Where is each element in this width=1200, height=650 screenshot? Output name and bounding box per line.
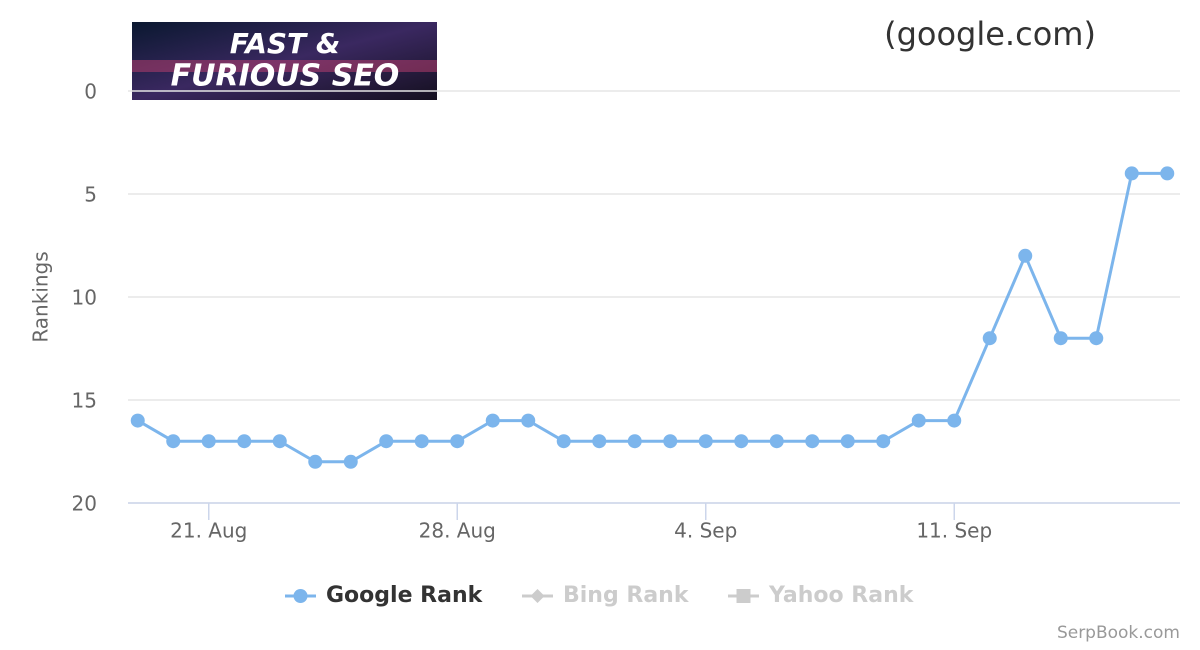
data-point	[130, 413, 145, 428]
data-point	[272, 434, 287, 449]
logo-glow	[132, 60, 437, 72]
logo: FAST & FURIOUS SEO	[132, 22, 437, 100]
subtitle: (google.com)	[884, 15, 1096, 53]
data-point	[166, 434, 181, 449]
data-point	[1053, 331, 1068, 346]
data-point	[698, 434, 713, 449]
data-point	[805, 434, 820, 449]
data-point	[1160, 166, 1175, 181]
series-line	[136, 171, 1168, 464]
legend-symbol	[736, 589, 751, 603]
data-point	[627, 434, 642, 449]
x-tick-label: 4. Sep	[674, 519, 737, 543]
data-point	[734, 434, 749, 449]
legend-symbol	[293, 589, 308, 603]
x-tick-label: 21. Aug	[170, 519, 247, 543]
data-point	[947, 413, 962, 428]
legend-item[interactable]: Yahoo Rank	[728, 583, 915, 608]
legend-symbol	[530, 589, 545, 603]
y-tick-label: 5	[84, 183, 97, 207]
y-tick-label: 10	[72, 286, 97, 310]
y-axis-title: Rankings	[29, 251, 53, 342]
data-point	[1124, 166, 1139, 181]
data-point	[379, 434, 394, 449]
logo-text: FAST &	[230, 27, 341, 60]
data-point	[876, 434, 891, 449]
data-point	[663, 434, 678, 449]
data-point	[911, 413, 926, 428]
data-point	[414, 434, 429, 449]
data-point	[237, 434, 252, 449]
y-tick-label: 0	[84, 80, 97, 104]
x-tick-label: 11. Sep	[916, 519, 992, 543]
data-point	[485, 413, 500, 428]
data-point	[592, 434, 607, 449]
legend-item[interactable]: Bing Rank	[522, 583, 690, 608]
data-point	[982, 331, 997, 346]
legend-label: Bing Rank	[563, 583, 690, 608]
logo-text: FURIOUS SEO	[171, 59, 400, 94]
data-point	[1018, 248, 1033, 263]
data-point	[201, 434, 216, 449]
data-point	[308, 454, 323, 469]
data-point	[1089, 331, 1104, 346]
y-tick-label: 15	[72, 389, 97, 413]
data-point	[769, 434, 784, 449]
data-point	[556, 434, 571, 449]
legend-item[interactable]: Google Rank	[285, 583, 484, 608]
x-tick-label: 28. Aug	[419, 519, 496, 543]
legend-label: Google Rank	[326, 583, 484, 608]
data-point	[840, 434, 855, 449]
data-point	[343, 454, 358, 469]
data-point	[521, 413, 536, 428]
y-tick-label: 20	[72, 492, 97, 516]
legend-label: Yahoo Rank	[768, 583, 915, 608]
credits: SerpBook.com	[1057, 623, 1180, 643]
data-point	[450, 434, 465, 449]
